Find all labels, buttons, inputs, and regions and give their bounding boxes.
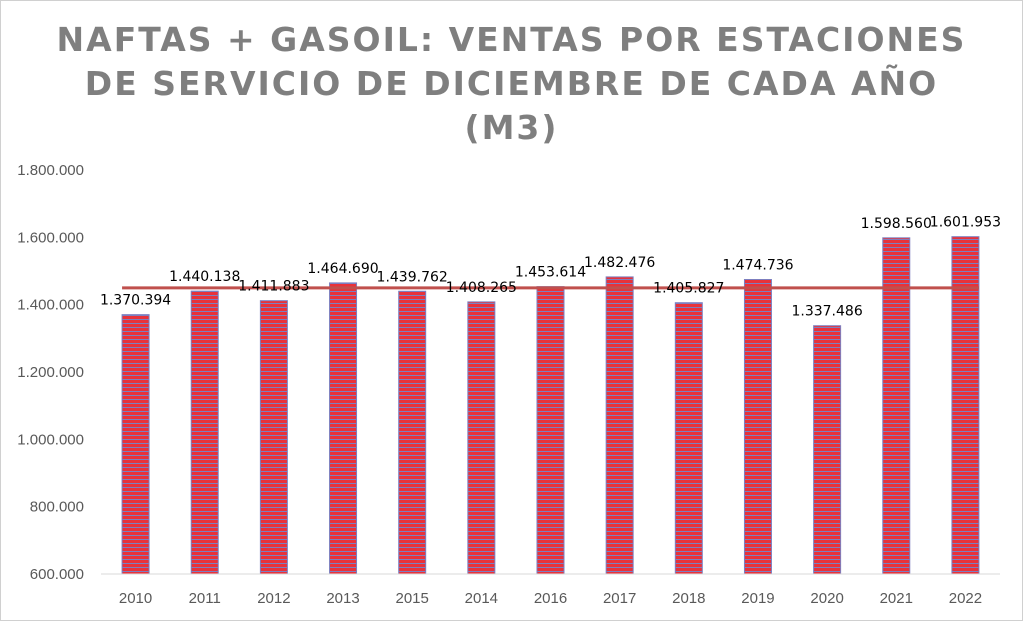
data-label-2021: 1.598.560: [861, 216, 932, 232]
data-label-2015: 1.439.762: [377, 269, 448, 285]
y-tick-label: 800.000: [30, 499, 84, 516]
bar-2019: [743, 279, 772, 575]
x-tick-label: 2011: [189, 590, 221, 607]
bar-2021: [882, 237, 911, 575]
bar-2016: [536, 286, 565, 575]
x-tick-label: 2016: [534, 590, 567, 607]
x-tick-label: 2018: [672, 590, 705, 607]
data-label-2010: 1.370.394: [100, 293, 171, 309]
y-tick-label: 1.200.000: [17, 364, 84, 381]
x-tick-label: 2019: [741, 590, 774, 607]
y-axis-labels: 600.000 800.000 1.000.000 1.200.000 1.400.00…: [17, 162, 84, 583]
data-label-2020: 1.337.486: [791, 304, 862, 320]
x-tick-label: 2015: [396, 590, 429, 607]
y-tick-label: 1.600.000: [17, 229, 84, 246]
x-tick-label: 2017: [603, 590, 636, 607]
bar-2013: [329, 282, 358, 575]
bar-2017: [605, 276, 634, 575]
chart-title-line-2: DE SERVICIO DE DICIEMBRE DE CADA AÑO: [84, 64, 939, 103]
x-tick-label: 2010: [119, 590, 152, 607]
x-tick-label: 2020: [810, 590, 843, 607]
data-label-2018: 1.405.827: [653, 281, 724, 297]
y-tick-label: 600.000: [30, 566, 84, 583]
chart-title-line-3: (M3): [464, 108, 559, 147]
data-label-2019: 1.474.736: [722, 258, 793, 274]
bar-2015: [398, 290, 427, 575]
data-label-2016: 1.453.614: [515, 265, 586, 281]
x-tick-label: 2012: [257, 590, 290, 607]
bar-2018: [674, 302, 703, 575]
bar-2010: [121, 314, 150, 575]
y-tick-label: 1.400.000: [17, 297, 84, 314]
bar-2011: [190, 290, 219, 575]
data-label-2022: 1.601.953: [930, 215, 1001, 231]
bar-2022: [951, 236, 980, 575]
bars: [121, 236, 980, 575]
x-axis-labels: 2010 2011 2012 2013 2015 2014 2016 2017 2018 2019…: [119, 590, 982, 607]
chart-title: NAFTAS + GASOIL: VENTAS POR ESTACIONES D…: [0, 18, 1023, 150]
x-tick-label: 2013: [326, 590, 359, 607]
data-label-2013: 1.464.690: [307, 261, 378, 277]
y-tick-label: 1.000.000: [17, 431, 84, 448]
x-tick-label: 2022: [949, 590, 982, 607]
x-tick-label: 2021: [880, 590, 913, 607]
chart-title-line-1: NAFTAS + GASOIL: VENTAS POR ESTACIONES: [56, 20, 967, 59]
data-label-2011: 1.440.138: [169, 269, 240, 285]
bar-2014: [467, 301, 496, 575]
data-label-2014: 1.408.265: [446, 280, 517, 296]
data-label-2012: 1.411.883: [238, 279, 309, 295]
bar-2012: [259, 300, 288, 575]
bar-2020: [813, 325, 842, 575]
data-label-2017: 1.482.476: [584, 255, 655, 271]
x-tick-label: 2014: [465, 590, 498, 607]
y-tick-label: 1.800.000: [17, 162, 84, 179]
